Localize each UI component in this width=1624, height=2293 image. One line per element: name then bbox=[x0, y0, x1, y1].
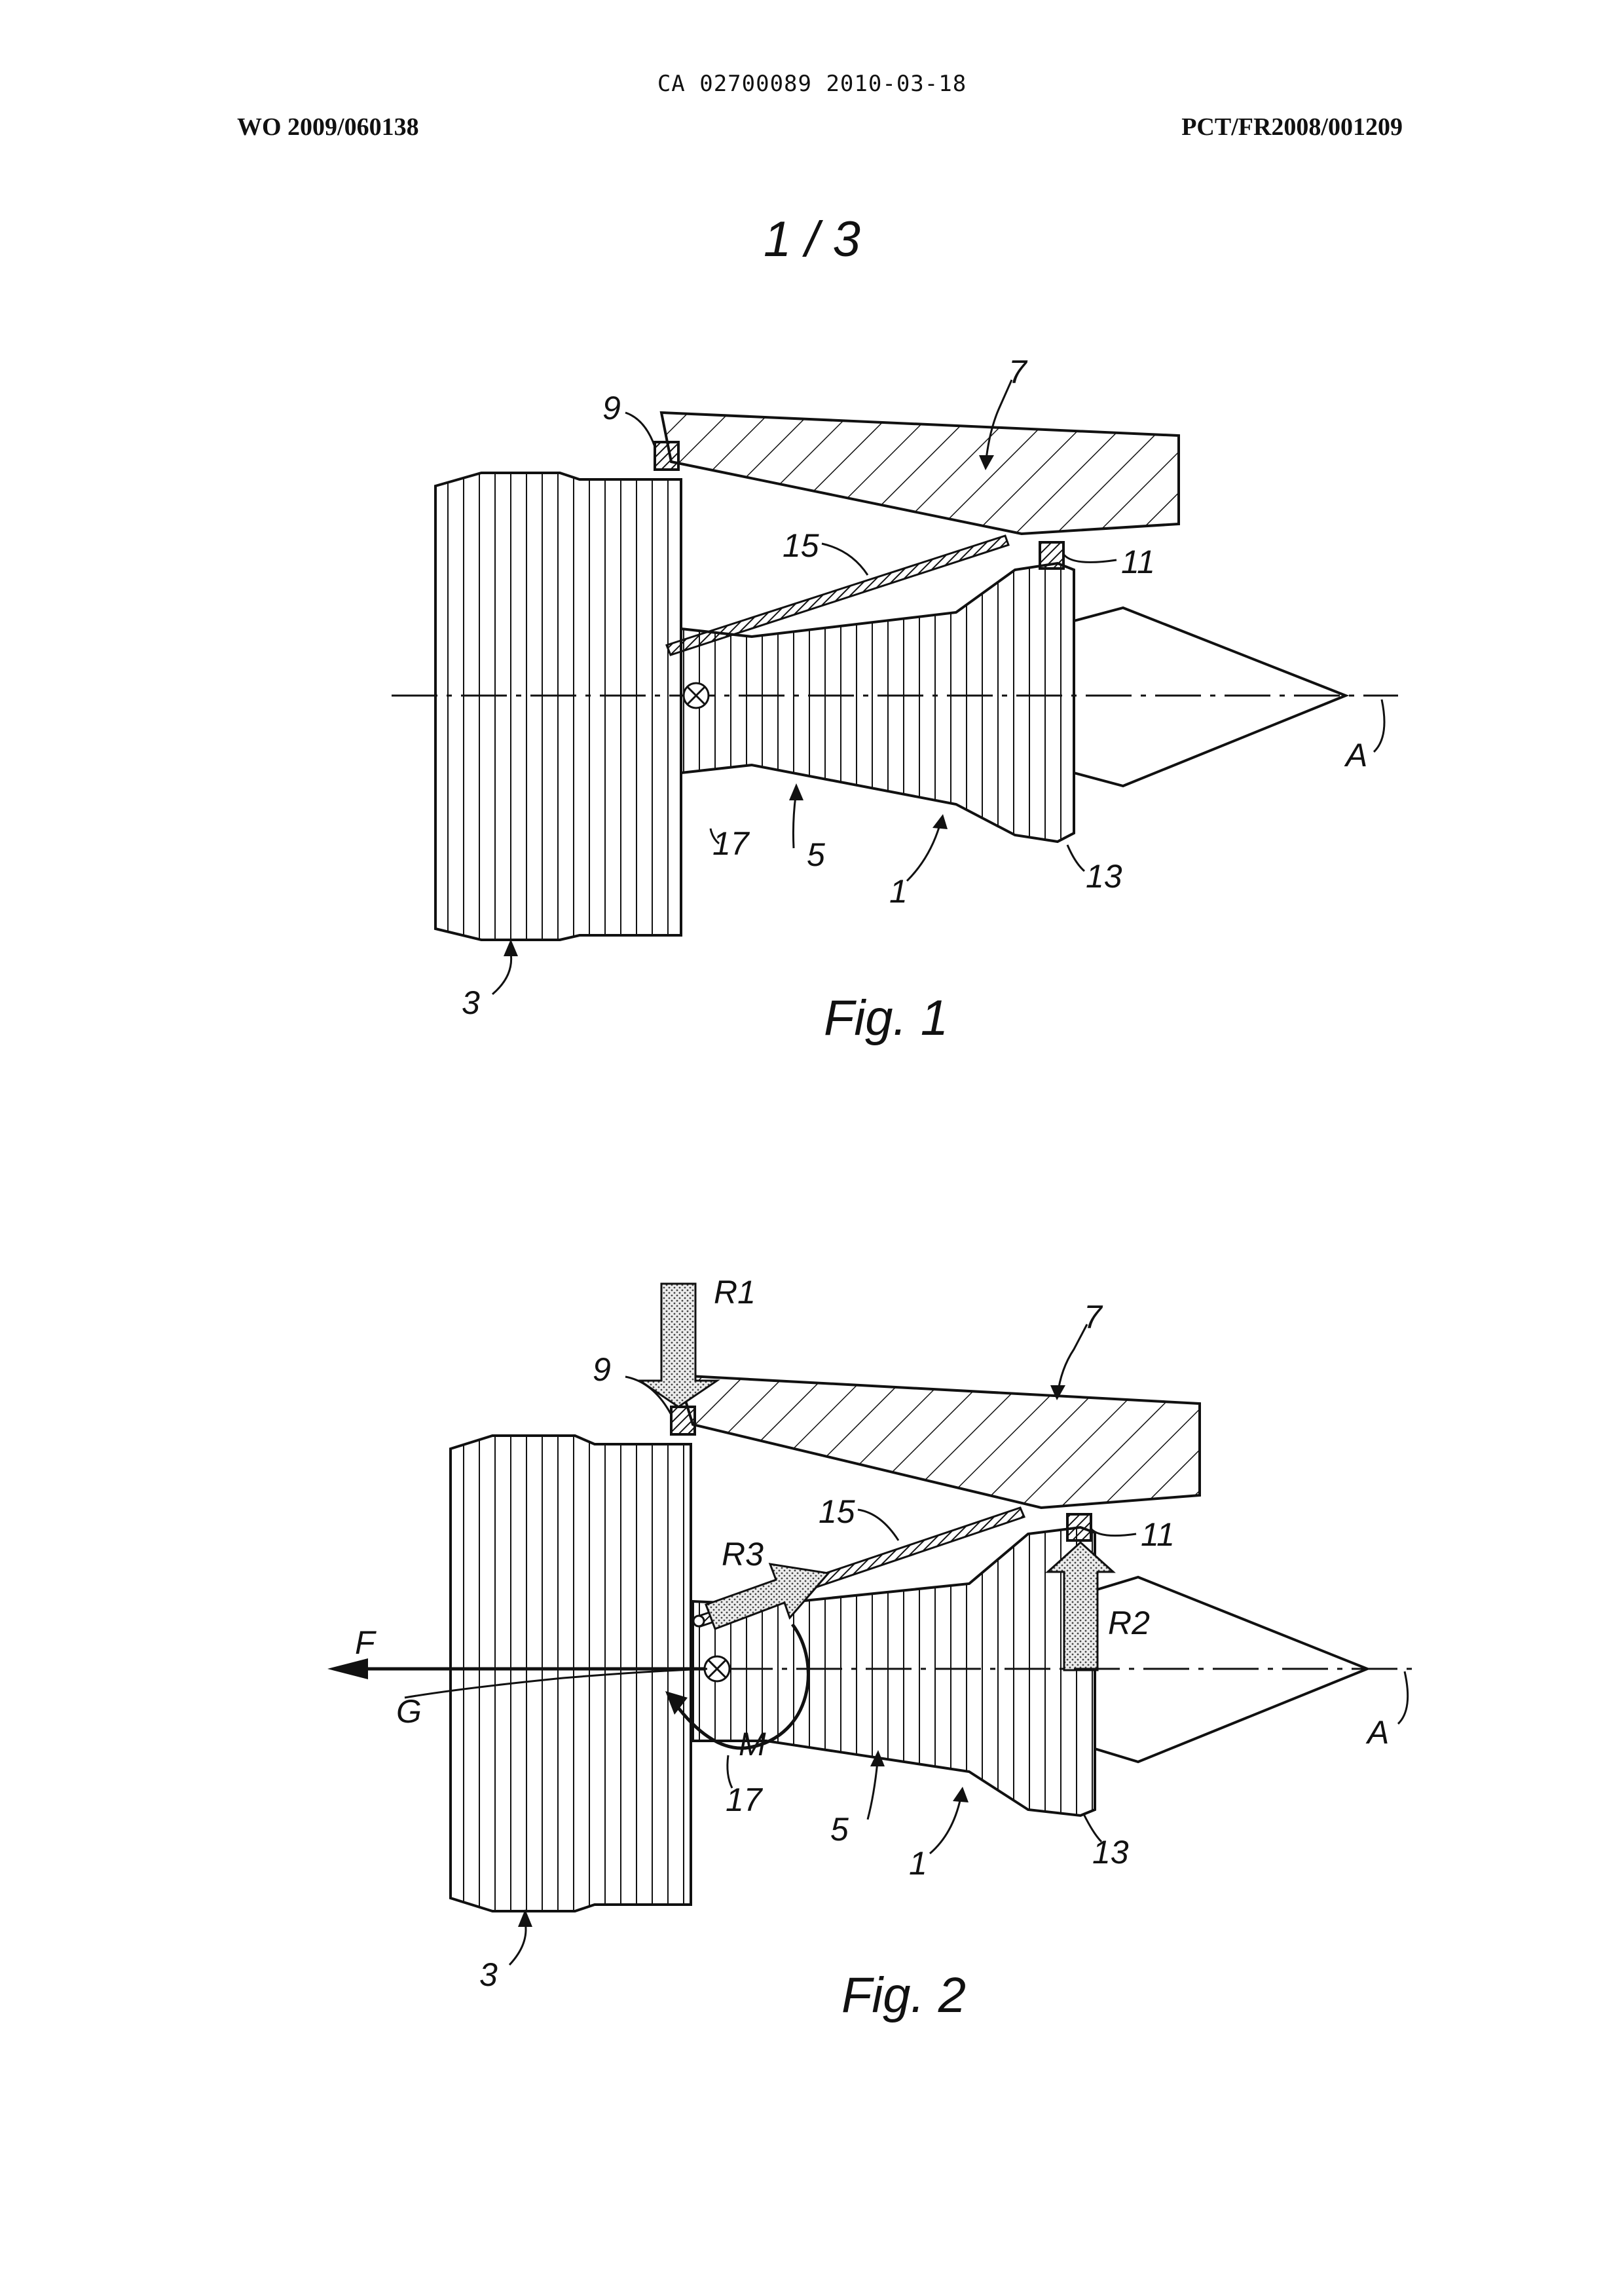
label-13: 13 bbox=[1086, 858, 1122, 895]
label-9: 9 bbox=[593, 1351, 611, 1388]
label-3: 3 bbox=[479, 1956, 498, 1993]
label-G: G bbox=[396, 1693, 422, 1730]
figure-1-caption: Fig. 1 bbox=[824, 990, 948, 1046]
pylon bbox=[661, 413, 1179, 534]
fan-casing bbox=[435, 473, 681, 940]
label-5: 5 bbox=[830, 1811, 849, 1848]
label-F: F bbox=[355, 1624, 377, 1661]
figure-1: 9 7 15 11 A 17 5 1 13 3 Fig. 1 bbox=[0, 0, 1624, 1113]
label-15: 15 bbox=[783, 527, 819, 564]
label-R3: R3 bbox=[722, 1536, 764, 1573]
label-1: 1 bbox=[909, 1845, 927, 1882]
label-M: M bbox=[739, 1726, 766, 1762]
label-9: 9 bbox=[602, 390, 621, 426]
label-11: 11 bbox=[1121, 544, 1155, 580]
fan-casing bbox=[451, 1436, 691, 1911]
label-5: 5 bbox=[807, 836, 825, 873]
front-attachment bbox=[655, 442, 678, 470]
label-15: 15 bbox=[819, 1493, 855, 1530]
label-17: 17 bbox=[726, 1781, 764, 1818]
figure-2-caption: Fig. 2 bbox=[841, 1967, 966, 2023]
center-point-symbol bbox=[684, 683, 709, 708]
label-1: 1 bbox=[889, 873, 908, 910]
front-attachment bbox=[671, 1407, 695, 1434]
pylon bbox=[678, 1375, 1200, 1508]
exhaust-cone bbox=[1074, 608, 1346, 786]
center-point-symbol bbox=[705, 1656, 729, 1681]
label-7: 7 bbox=[1008, 354, 1028, 390]
label-R2: R2 bbox=[1108, 1605, 1150, 1641]
engine-core bbox=[681, 563, 1074, 842]
label-13: 13 bbox=[1092, 1834, 1129, 1871]
figure-2: R1 9 7 15 11 R3 R2 F G A M 17 5 1 13 3 F… bbox=[0, 1113, 1624, 2096]
label-axis-A: A bbox=[1365, 1714, 1389, 1751]
rear-attachment bbox=[1040, 542, 1063, 569]
label-17: 17 bbox=[712, 825, 750, 862]
label-axis-A: A bbox=[1344, 737, 1367, 774]
label-R1: R1 bbox=[714, 1274, 756, 1311]
label-11: 11 bbox=[1141, 1516, 1175, 1553]
label-3: 3 bbox=[462, 984, 480, 1021]
label-7: 7 bbox=[1084, 1299, 1103, 1335]
rear-attachment bbox=[1067, 1514, 1091, 1540]
